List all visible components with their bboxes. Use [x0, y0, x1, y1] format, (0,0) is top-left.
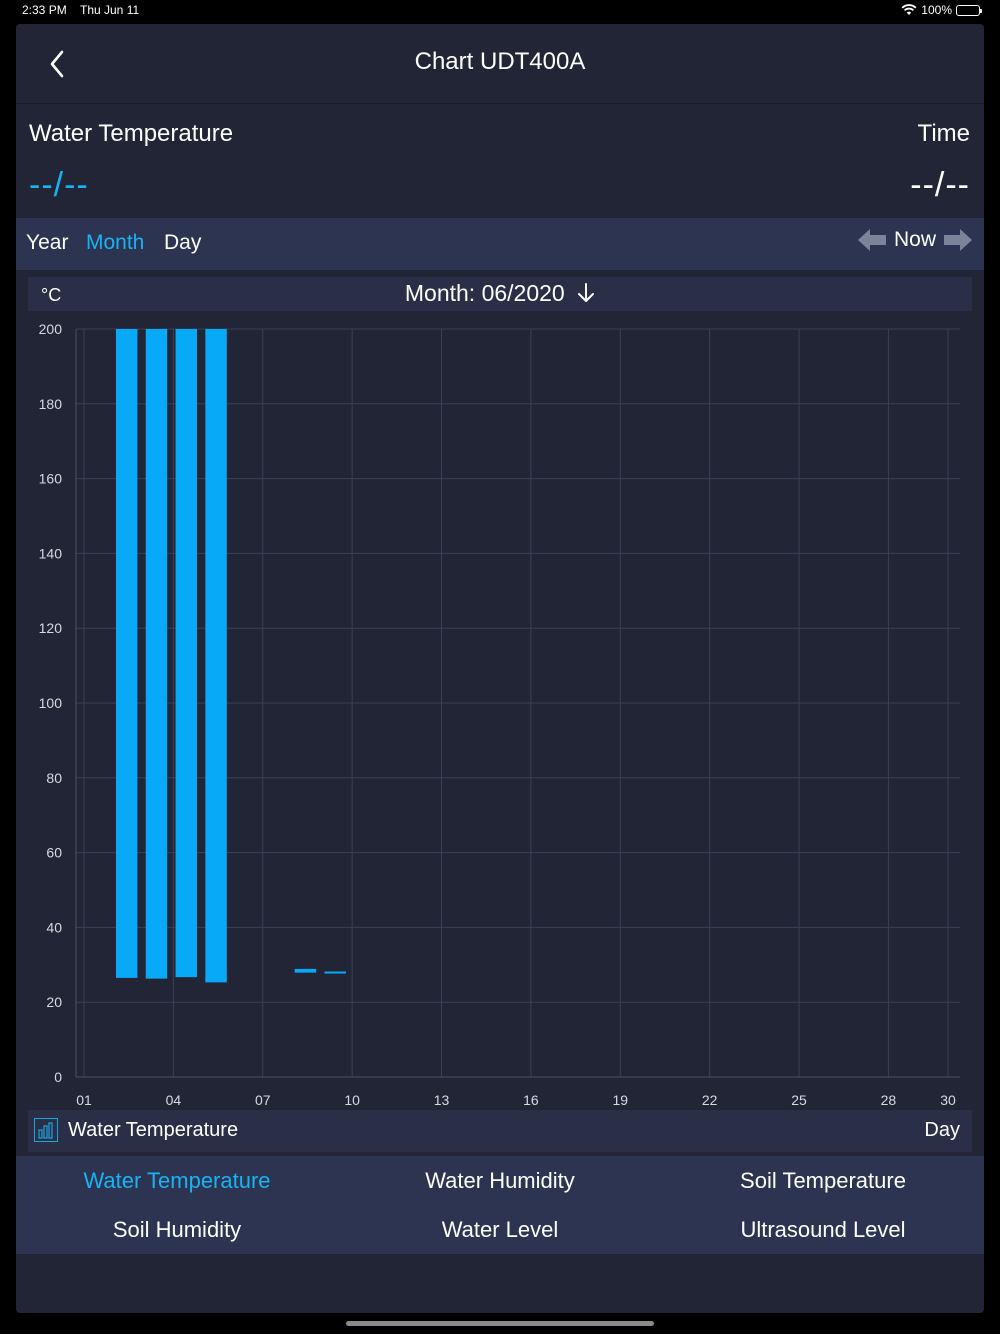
y-tick-label: 140 — [39, 545, 63, 561]
x-tick-label: 07 — [255, 1092, 271, 1108]
chart-panel: °C Month: 06/2020 0 20 40 60 80 100 120 140 160 1… — [28, 277, 972, 1152]
sensor-water-humidity[interactable]: Water Humidity — [425, 1168, 575, 1193]
sensor-label: Water Temperature — [29, 120, 234, 147]
x-tick-label: 04 — [166, 1092, 182, 1108]
y-tick-label: 80 — [46, 770, 62, 786]
x-tick-label: 28 — [881, 1092, 897, 1108]
sensor-value: --/-- — [29, 166, 89, 204]
arrow-left-icon[interactable] — [857, 229, 886, 251]
page-title: Chart UDT400A — [414, 48, 586, 75]
back-button[interactable] — [42, 46, 72, 82]
x-tick-label: 16 — [523, 1092, 539, 1108]
nav-bar: Chart UDT400A — [16, 24, 984, 104]
chevron-left-icon — [50, 50, 64, 78]
data-bar — [205, 329, 227, 983]
arrow-right-icon[interactable] — [944, 229, 972, 251]
home-indicator — [346, 1321, 654, 1326]
x-tick-label: 10 — [344, 1092, 360, 1108]
readout-panel: Water Temperature --/-- Time --/-- — [16, 106, 984, 218]
status-bar: 2:33 PM Thu Jun 11 100% — [0, 0, 1000, 22]
x-unit-label: Day — [924, 1119, 960, 1141]
data-bar — [294, 968, 317, 973]
battery-percent: 100% — [921, 3, 952, 17]
tab-month[interactable]: Month — [86, 231, 145, 254]
month-label: Month: 06/2020 — [404, 280, 565, 306]
y-tick-label: 60 — [46, 845, 62, 861]
wifi-icon — [901, 4, 917, 15]
chart-header: °C Month: 06/2020 — [28, 277, 972, 311]
now-navigation: Now — [857, 228, 972, 252]
sensor-selector: Water Temperature Water Humidity Soil Te… — [16, 1156, 984, 1254]
data-bar — [324, 971, 346, 974]
sensor-water-level[interactable]: Water Level — [441, 1217, 559, 1242]
status-time: 2:33 PM — [22, 3, 67, 17]
bar-chart-icon[interactable] — [34, 1118, 58, 1142]
sensor-water-temperature[interactable]: Water Temperature — [83, 1168, 271, 1193]
battery-icon — [956, 4, 982, 16]
x-tick-label: 13 — [434, 1092, 450, 1108]
y-tick-label: 20 — [46, 994, 62, 1010]
x-tick-label: 25 — [791, 1092, 807, 1108]
x-tick-label: 19 — [612, 1092, 628, 1108]
status-date: Thu Jun 11 — [80, 3, 140, 17]
y-unit-label: °C — [41, 285, 62, 305]
y-tick-label: 100 — [39, 695, 63, 711]
data-bar — [145, 329, 168, 979]
month-selector[interactable]: Month: 06/2020 — [28, 280, 972, 307]
y-tick-label: 200 — [39, 321, 63, 337]
tab-day[interactable]: Day — [164, 231, 202, 254]
x-tick-label: 01 — [76, 1092, 92, 1108]
period-selector: Year Month Day Now — [16, 218, 984, 270]
legend-series-name: Water Temperature — [68, 1119, 239, 1141]
data-bar — [115, 329, 138, 978]
bar-chart: 0 20 40 60 80 100 120 140 160 180 200 01 04 07 10 13 16 1… — [39, 321, 960, 1108]
arrow-down-icon — [578, 283, 595, 302]
sensor-soil-temperature[interactable]: Soil Temperature — [740, 1168, 906, 1193]
time-label: Time — [917, 120, 970, 147]
chart-screen: Chart UDT400A Water Temperature --/-- Ti… — [16, 24, 984, 1313]
status-right: 100% — [901, 3, 982, 17]
y-tick-label: 180 — [39, 396, 63, 412]
now-button[interactable]: Now — [893, 228, 936, 251]
tab-year[interactable]: Year — [26, 231, 69, 254]
y-tick-label: 120 — [39, 620, 63, 636]
sensor-soil-humidity[interactable]: Soil Humidity — [112, 1217, 242, 1242]
x-tick-label: 22 — [702, 1092, 718, 1108]
time-value: --/-- — [910, 166, 970, 204]
y-tick-label: 0 — [54, 1069, 62, 1085]
x-tick-label: 30 — [940, 1092, 956, 1108]
data-bar — [175, 329, 198, 978]
y-tick-label: 160 — [39, 471, 63, 487]
chart-legend: Water Temperature Day — [28, 1110, 972, 1152]
sensor-ultrasound-level[interactable]: Ultrasound Level — [740, 1217, 906, 1242]
y-tick-label: 40 — [46, 919, 62, 935]
